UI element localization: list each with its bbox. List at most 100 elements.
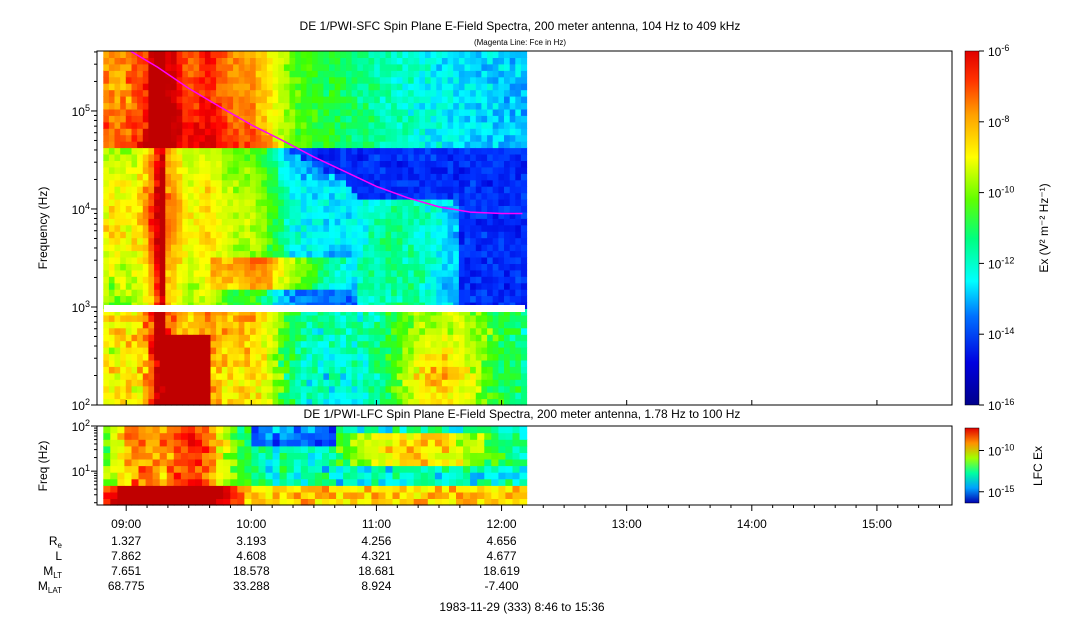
sfc-cell (289, 96, 296, 104)
sfc-cell (114, 327, 121, 335)
sfc-cell (272, 353, 279, 361)
sfc-cell (272, 102, 279, 110)
sfc-cell (430, 289, 437, 297)
sfc-cell (329, 289, 336, 297)
sfc-cell (515, 89, 522, 97)
lfc-cell (314, 498, 323, 506)
sfc-cell (278, 295, 285, 303)
sfc-cell (351, 269, 358, 277)
sfc-cell (216, 366, 223, 374)
sfc-cell (148, 269, 155, 277)
sfc-cell (238, 173, 245, 181)
sfc-cell (125, 102, 132, 110)
sfc-cell (419, 327, 426, 335)
sfc-cell (125, 83, 132, 91)
lfc-cell (477, 485, 485, 493)
sfc-cell (492, 321, 499, 329)
sfc-cell (306, 295, 313, 303)
sfc-cell (362, 276, 370, 284)
sfc-cell (436, 250, 443, 258)
sfc-cell (520, 63, 528, 71)
sfc-cell (266, 347, 274, 355)
sfc-cell (171, 134, 178, 142)
sfc-cell (436, 269, 443, 277)
sfc-cell (261, 347, 268, 355)
sfc-cell (159, 263, 166, 271)
sfc-title: DE 1/PWI-SFC Spin Plane E-Field Spectra,… (300, 19, 741, 33)
sfc-cell (447, 211, 454, 219)
sfc-cell (148, 134, 155, 142)
sfc-cell (131, 250, 138, 258)
sfc-cell (520, 327, 528, 335)
sfc-cell (447, 102, 454, 110)
lfc-cell (350, 426, 358, 434)
sfc-cell (266, 199, 274, 206)
sfc-cell (391, 237, 398, 245)
sfc-cell (317, 263, 324, 271)
sfc-cell (108, 385, 116, 393)
sfc-cell (255, 128, 262, 136)
lfc-cell (110, 439, 118, 447)
sfc-cell (351, 231, 358, 239)
sfc-cell (346, 224, 353, 232)
sfc-cell (255, 70, 262, 78)
sfc-cell (464, 379, 471, 387)
sfc-cell (233, 321, 240, 329)
lfc-cell (209, 458, 217, 467)
sfc-cell (250, 83, 257, 91)
sfc-cell (233, 353, 240, 361)
sfc-cell (283, 237, 291, 245)
sfc-cell (447, 108, 454, 116)
sfc-cell (481, 166, 488, 174)
sfc-cell (233, 314, 240, 322)
lfc-cell (441, 498, 450, 506)
sfc-cell (425, 224, 432, 232)
sfc-cell (137, 121, 144, 129)
sfc-cell (481, 276, 488, 284)
sfc-cell (238, 102, 245, 110)
sfc-cell (312, 359, 319, 367)
sfc-cell (368, 160, 375, 168)
sfc-cell (425, 70, 432, 78)
lfc-cell (209, 465, 217, 473)
sfc-cell (159, 379, 166, 387)
sfc-cell (227, 276, 234, 284)
sfc-cell (509, 327, 516, 335)
sfc-cell (329, 102, 336, 110)
sfc-cell (272, 192, 279, 200)
sfc-cell (120, 166, 127, 174)
sfc-cell (159, 115, 166, 123)
sfc-cell (487, 269, 494, 277)
fce-line (130, 50, 523, 215)
sfc-cell (362, 282, 370, 290)
sfc-cell (187, 353, 195, 361)
sfc-cell (255, 334, 262, 342)
sfc-cell (323, 115, 330, 123)
sfc-cell (368, 63, 375, 71)
sfc-cell (108, 372, 116, 380)
sfc-cell (114, 366, 121, 374)
sfc-cell (283, 121, 291, 129)
sfc-cell (391, 224, 398, 232)
lfc-cell (343, 485, 351, 493)
sfc-cell (266, 173, 274, 181)
sfc-cell (278, 392, 285, 400)
sfc-cell (103, 398, 110, 406)
sfc-cell (346, 128, 353, 136)
sfc-cell (204, 269, 212, 277)
sfc-cell (368, 250, 375, 258)
sfc-cell (317, 334, 324, 342)
sfc-cell (413, 224, 420, 232)
sfc-cell (458, 57, 466, 65)
lfc-cell (223, 491, 231, 499)
sfc-cell (498, 263, 505, 271)
sfc-cell (272, 160, 279, 168)
sfc-cell (515, 205, 522, 213)
lfc-cell (300, 426, 309, 434)
sfc-cell (159, 218, 166, 226)
sfc-cell (204, 244, 212, 252)
sfc-cell (295, 334, 302, 342)
sfc-cell (300, 199, 307, 206)
sfc-cell (402, 366, 409, 374)
sfc-cell (312, 76, 319, 84)
